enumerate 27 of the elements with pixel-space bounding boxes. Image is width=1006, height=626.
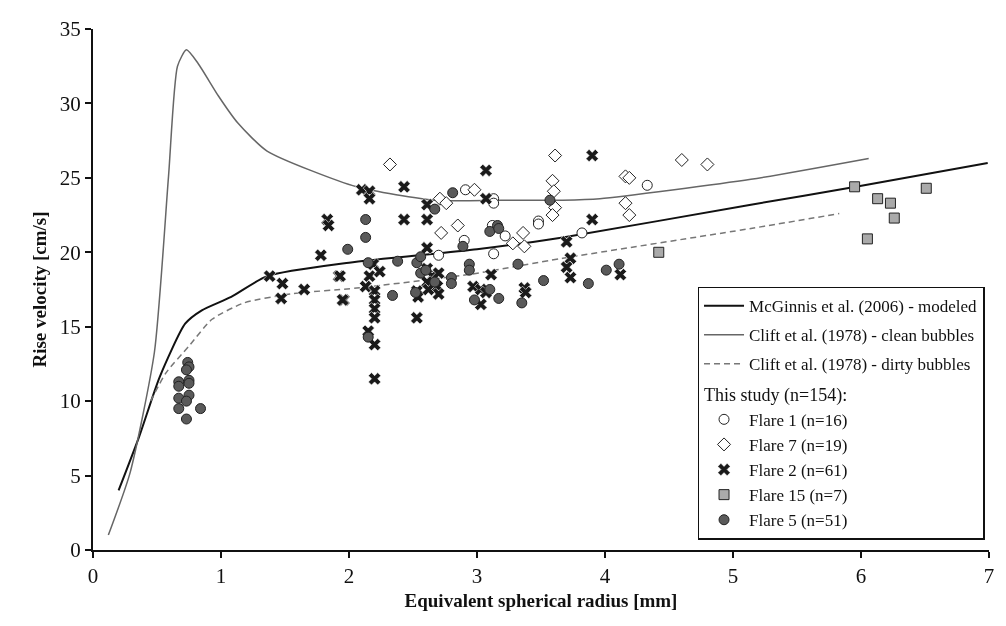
legend-label: Flare 2 (n=61) xyxy=(749,461,848,481)
x-tick-label: 0 xyxy=(87,564,99,589)
x-tick-label: 1 xyxy=(215,564,227,589)
legend-label: Flare 15 (n=7) xyxy=(749,486,848,506)
x-tick-label: 2 xyxy=(343,564,355,589)
y-tick-label: 0 xyxy=(70,538,81,563)
y-tick-label: 15 xyxy=(59,315,81,340)
x-tick-label: 4 xyxy=(599,564,611,589)
y-tick-label: 30 xyxy=(59,91,81,116)
legend-label: Flare 1 (n=16) xyxy=(749,410,848,430)
legend-label: Clift et al. (1978) - dirty bubbles xyxy=(749,355,971,375)
x-axis-title: Equivalent spherical radius [mm] xyxy=(404,589,678,611)
y-tick-label: 20 xyxy=(59,240,81,265)
y-tick-label: 10 xyxy=(59,389,81,414)
legend-label: Clift et al. (1978) - clean bubbles xyxy=(749,326,975,346)
legend-label: McGinnis et al. (2006) - modeled xyxy=(749,297,978,317)
x-tick-label: 7 xyxy=(983,564,995,589)
legend-label: Flare 5 (n=51) xyxy=(749,511,848,531)
legend-title: This study (n=154): xyxy=(704,384,848,406)
y-tick-label: 25 xyxy=(59,166,81,191)
x-tick-label: 6 xyxy=(855,564,867,589)
y-axis-title: Rise velocity [cm/s] xyxy=(29,211,51,368)
legend-label: Flare 7 (n=19) xyxy=(749,436,848,456)
y-tick-label: 35 xyxy=(59,17,81,42)
x-tick-label: 3 xyxy=(471,564,483,589)
x-tick-label: 5 xyxy=(727,564,739,589)
y-tick-label: 5 xyxy=(70,463,81,488)
